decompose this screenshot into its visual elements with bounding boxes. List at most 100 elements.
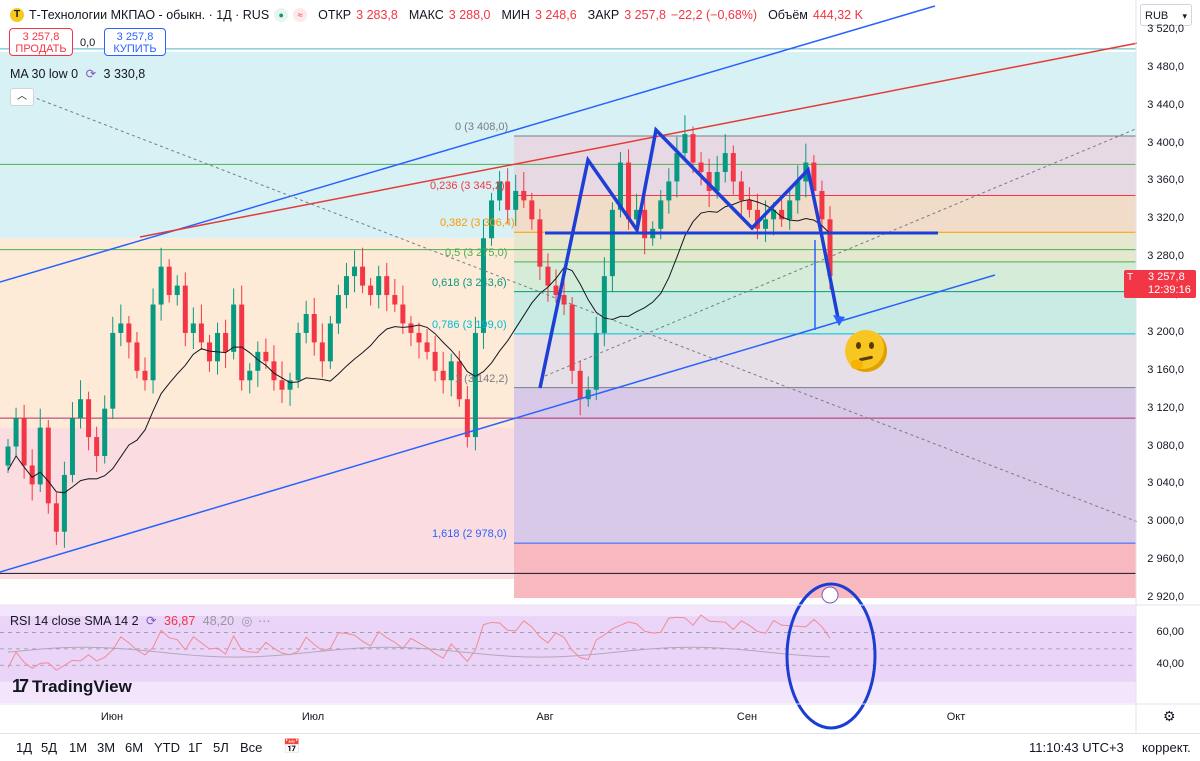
candle xyxy=(158,266,164,305)
candle xyxy=(86,399,92,438)
candle xyxy=(448,361,454,381)
rsi-value: 36,87 xyxy=(164,614,196,628)
candle xyxy=(271,361,277,381)
time-tick-label: Авг xyxy=(536,711,554,723)
price-tick-label: 3 440,0 xyxy=(1147,98,1184,111)
candle xyxy=(771,209,777,220)
settings-gear-icon[interactable]: ⚙ xyxy=(1163,708,1176,724)
price-tick-label: 3 120,0 xyxy=(1147,401,1184,414)
tv-mark-icon: 17 xyxy=(12,676,29,696)
symbol-title[interactable]: Т-Технологии МКПАО - обыкн. · 1Д · RUS xyxy=(29,8,270,22)
symbol-legend: T Т-Технологии МКПАО - обыкн. · 1Д · RUS… xyxy=(10,8,863,22)
fib-zone xyxy=(514,387,1136,544)
fib-level-label: 0,382 (3 306,4) xyxy=(440,217,515,230)
timeframe-button[interactable]: Все xyxy=(240,740,263,755)
high-label: МАКС xyxy=(408,8,444,22)
adjust-button[interactable]: коррект. xyxy=(1142,740,1191,755)
tv-logo-text: TradingView xyxy=(32,676,132,696)
fib-level-label: 0,618 (3 243,6) xyxy=(432,276,507,289)
currency-selector[interactable]: RUB ▾ xyxy=(1140,4,1192,26)
candle xyxy=(239,304,245,381)
refresh-icon[interactable]: ⟳ xyxy=(146,614,157,628)
candle xyxy=(368,285,374,296)
candle xyxy=(513,190,519,210)
dashed-trend-line xyxy=(19,91,1139,523)
fib-level-label: 0,786 (3 199,0) xyxy=(432,318,507,331)
close-label: ЗАКР xyxy=(587,8,620,22)
rsi-label: RSI 14 close SMA 14 2 xyxy=(10,614,139,628)
candle xyxy=(102,408,108,456)
timeframe-button[interactable]: 6М xyxy=(125,740,144,755)
candle xyxy=(400,304,406,324)
candle xyxy=(763,219,769,229)
flag-icon[interactable]: ≈ xyxy=(293,8,308,22)
ma-legend[interactable]: MA 30 low 0 ⟳ 3 330,8 xyxy=(10,66,145,81)
candle xyxy=(295,332,301,381)
price-tick-label: 3 000,0 xyxy=(1147,515,1184,528)
fib-zone xyxy=(514,195,1136,233)
sell-button[interactable]: 3 257,8 ПРОДАТЬ xyxy=(9,28,73,56)
ma30-line xyxy=(7,199,831,494)
fib-level-label: 1,618 (2 978,0) xyxy=(432,528,507,541)
timeframe-button[interactable]: 5Д xyxy=(41,740,58,755)
candle xyxy=(561,295,567,305)
fib-level-label: 0 (3 408,0) xyxy=(455,121,509,134)
low-value: 3 248,6 xyxy=(534,8,577,22)
candle xyxy=(384,276,390,296)
candle xyxy=(529,200,535,220)
candle xyxy=(174,285,180,296)
timeframe-button[interactable]: YTD xyxy=(154,740,180,755)
price-tick-label: 3 520,0 xyxy=(1147,23,1184,35)
candle xyxy=(658,200,664,229)
candle xyxy=(255,351,261,371)
candle xyxy=(182,285,188,333)
high-value: 3 288,0 xyxy=(448,8,491,22)
fib-zone xyxy=(514,136,1136,196)
candle xyxy=(311,314,317,343)
collapse-legend-icon[interactable]: ︿ xyxy=(10,88,34,106)
candle xyxy=(497,181,503,201)
rsi-legend[interactable]: RSI 14 close SMA 14 2 ⟳ 36,87 48,20 ◎ ⋯ xyxy=(10,613,270,628)
more-icon[interactable]: ⋯ xyxy=(257,614,271,628)
time-tick-label: Окт xyxy=(946,711,966,723)
candle xyxy=(263,351,269,362)
rsi-sma-value: 48,20 xyxy=(202,614,235,628)
candle xyxy=(609,209,615,277)
timeframe-button[interactable]: 1М xyxy=(69,740,88,755)
candle xyxy=(392,295,398,305)
clock-label[interactable]: 11:10:43 UTC+3 xyxy=(1029,740,1124,755)
price-tick-label: 3 200,0 xyxy=(1147,325,1184,338)
channel-lower-line xyxy=(0,274,996,573)
candle xyxy=(424,342,430,352)
candle xyxy=(746,200,752,210)
candle xyxy=(626,162,632,220)
open-label: ОТКР xyxy=(318,8,352,22)
candle xyxy=(779,209,785,220)
refresh-icon[interactable]: ⟳ xyxy=(85,67,97,81)
candle xyxy=(617,162,623,210)
timeframe-button[interactable]: 1Д xyxy=(16,740,33,755)
calendar-range-icon[interactable]: 📅 xyxy=(283,738,301,754)
low-label: МИН xyxy=(501,8,530,22)
fib-zone xyxy=(514,333,1136,388)
timeframe-button[interactable]: 5Л xyxy=(213,740,229,755)
candle xyxy=(706,172,712,191)
candle xyxy=(287,380,293,390)
candle xyxy=(827,219,833,277)
candle xyxy=(376,276,382,296)
buy-button[interactable]: 3 257,8 КУПИТЬ xyxy=(104,28,166,56)
timeframe-button[interactable]: 1Г xyxy=(188,740,203,755)
candle xyxy=(690,134,696,163)
volume-label: Объём xyxy=(768,8,808,22)
candle xyxy=(754,209,760,229)
rsi-tick-label: 40,00 xyxy=(1156,658,1184,671)
candle xyxy=(521,190,527,201)
timeframe-button[interactable]: 3М xyxy=(97,740,116,755)
tradingview-logo[interactable]: 17 TradingView xyxy=(12,676,132,697)
ma-label: MA 30 low 0 xyxy=(10,67,79,81)
last-price-tag: T 3 257,8 12:39:16 xyxy=(1124,270,1196,298)
eye-icon[interactable]: ◎ xyxy=(241,614,253,628)
candle xyxy=(416,332,422,343)
time-tick-label: Сен xyxy=(736,711,758,723)
